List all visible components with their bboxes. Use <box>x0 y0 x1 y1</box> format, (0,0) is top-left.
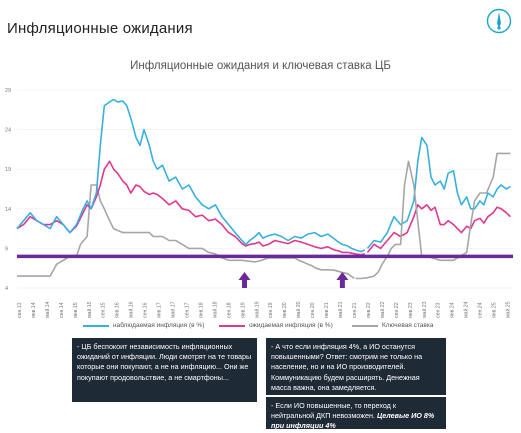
x-tick-label: май.15 <box>86 301 93 318</box>
series-line-observed-2 <box>366 136 511 249</box>
x-tick-label: сен.20 <box>310 302 316 318</box>
x-tick-label: сен.19 <box>268 302 274 318</box>
x-tick-label: сен.23 <box>436 302 442 318</box>
y-tick-label: 9 <box>5 246 8 252</box>
x-tick-label: май.19 <box>253 301 260 318</box>
legend-item-key-rate: Ключевая ставка <box>352 322 433 329</box>
chart-title: Инфляционные ожидания и ключевая ставка … <box>130 60 391 72</box>
y-tick-label: 24 <box>5 128 11 134</box>
x-tick-label: сен.13 <box>17 302 23 318</box>
x-tick-label: сен.16 <box>143 302 149 318</box>
legend-label-key-rate: Ключевая ставка <box>382 322 434 329</box>
y-tick-label: 4 <box>5 286 8 292</box>
x-tick-label: сен.22 <box>394 302 400 318</box>
x-tick-label: май.25 <box>505 301 512 318</box>
up-arrow-marker <box>238 272 251 288</box>
x-tick-label: сен.15 <box>101 302 107 318</box>
legend-item-observed: наблюдаемая инфляция (в %) <box>83 322 204 329</box>
y-tick-label: 14 <box>5 207 11 213</box>
x-tick-label: май.21 <box>337 301 344 318</box>
x-tick-label: янв.22 <box>366 302 372 318</box>
note-text-2: - А что если инфляция 4%, а ИО останутся… <box>271 342 423 392</box>
x-tick-label: май.18 <box>211 301 218 318</box>
x-tick-label: янв.24 <box>450 302 456 318</box>
note-highlight-3: Целевые ИО 8% при инфляции 4% <box>271 411 435 431</box>
x-tick-label: сен.17 <box>184 302 190 318</box>
x-tick-label: янв.18 <box>198 302 204 318</box>
legend-item-expected: ожидаемая инфляция (в %) <box>219 322 333 329</box>
page-title: Инфляционные ожидания <box>7 20 193 37</box>
x-tick-label: май.16 <box>128 301 135 318</box>
x-tick-label: янв.15 <box>73 302 79 318</box>
x-tick-label: май.14 <box>44 301 51 318</box>
x-tick-label: янв.19 <box>240 302 246 318</box>
x-tick-label: сен.21 <box>352 302 358 318</box>
x-tick-label: янв.20 <box>282 302 288 318</box>
x-tick-label: май.24 <box>463 301 470 318</box>
note-box-2: - А что если инфляция 4%, а ИО останутся… <box>266 338 446 395</box>
y-tick-label: 29 <box>5 88 11 94</box>
x-tick-label: сен.14 <box>59 302 65 318</box>
note-text-3: - Если ИО повышенные, то переход к нейтр… <box>271 401 397 421</box>
x-tick-label: янв.23 <box>408 302 414 318</box>
up-arrow-marker <box>336 272 349 288</box>
x-tick-label: май.20 <box>295 301 302 318</box>
note-text-1: - ЦБ беспокоит независимость инфляционны… <box>77 342 252 382</box>
x-tick-label: янв.21 <box>324 302 330 318</box>
x-tick-label: янв.17 <box>157 302 163 318</box>
x-tick-label: май.17 <box>170 301 177 318</box>
series-line-key-rate <box>17 184 355 280</box>
y-tick-label: 19 <box>5 167 11 173</box>
series-line-expected-2 <box>366 204 511 253</box>
x-tick-label: сен.18 <box>226 302 232 318</box>
compass-logo-icon <box>486 8 512 34</box>
legend-label-expected: ожидаемая инфляция (в %) <box>249 322 333 329</box>
legend-swatch-expected <box>219 324 245 327</box>
series-line-key-rate-2 <box>355 152 511 280</box>
note-box-1: - ЦБ беспокоит независимость инфляционны… <box>72 338 257 402</box>
x-tick-label: янв.25 <box>492 302 498 318</box>
series-line-expected <box>16 160 366 256</box>
note-box-3: - Если ИО повышенные, то переход к нейтр… <box>266 397 446 431</box>
x-tick-label: янв.16 <box>115 302 121 318</box>
legend-swatch-key-rate <box>352 324 378 327</box>
x-tick-label: май.22 <box>379 301 386 318</box>
legend-label-observed: наблюдаемая инфляция (в %) <box>113 322 205 329</box>
legend-swatch-observed <box>83 324 109 327</box>
x-tick-label: янв.14 <box>31 302 37 318</box>
series-line-observed <box>16 98 366 253</box>
x-tick-label: сен.24 <box>478 302 484 318</box>
x-tick-label: май.23 <box>421 301 428 318</box>
